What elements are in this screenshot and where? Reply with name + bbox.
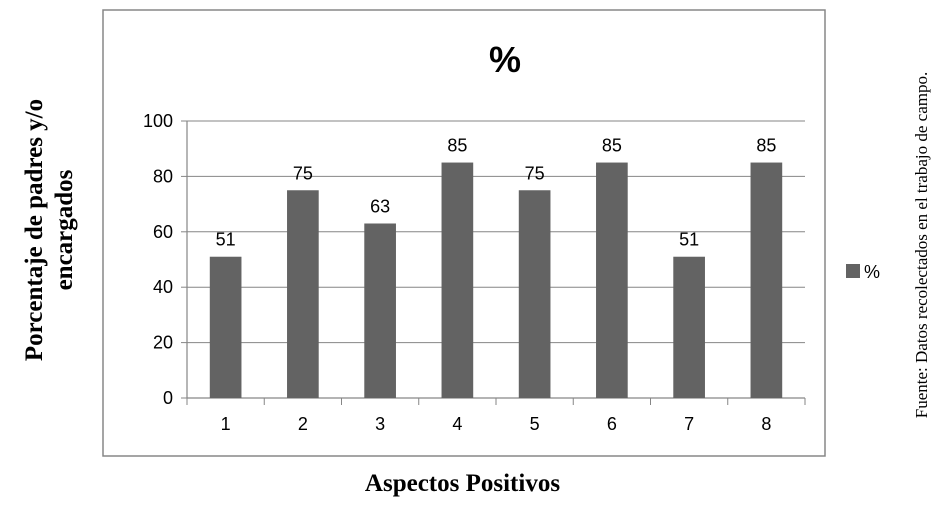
x-tick-label: 5 — [530, 414, 540, 434]
legend-swatch — [846, 264, 860, 278]
data-label: 63 — [370, 196, 390, 216]
data-label: 75 — [525, 163, 545, 183]
y-tick-label: 100 — [143, 111, 173, 131]
bar — [287, 190, 319, 398]
y-tick-label: 0 — [163, 388, 173, 408]
bar — [673, 256, 705, 398]
x-tick-label: 3 — [375, 414, 385, 434]
x-axis-label: Aspectos Positivos — [364, 470, 561, 497]
y-tick-label: 60 — [153, 222, 173, 242]
bar — [209, 256, 242, 398]
bar — [441, 162, 474, 398]
chart-title: % — [489, 39, 521, 80]
x-tick-label: 8 — [761, 414, 771, 434]
x-tick-label: 1 — [221, 414, 231, 434]
data-label: 51 — [216, 230, 236, 250]
x-tick-label: 6 — [607, 414, 617, 434]
bar — [518, 190, 551, 398]
data-label: 75 — [293, 163, 313, 183]
data-label: 85 — [447, 136, 467, 156]
y-tick-label: 80 — [153, 166, 173, 186]
x-tick-label: 7 — [684, 414, 694, 434]
x-tick-label: 4 — [452, 414, 462, 434]
bar — [596, 162, 628, 398]
bar — [750, 162, 783, 398]
y-tick-label: 40 — [153, 277, 173, 297]
y-tick-label: 20 — [153, 333, 173, 353]
data-label: 51 — [679, 230, 699, 250]
x-tick-label: 2 — [298, 414, 308, 434]
bar — [364, 223, 396, 398]
data-label: 85 — [602, 136, 622, 156]
legend-label: % — [864, 262, 880, 282]
data-label: 85 — [756, 136, 776, 156]
